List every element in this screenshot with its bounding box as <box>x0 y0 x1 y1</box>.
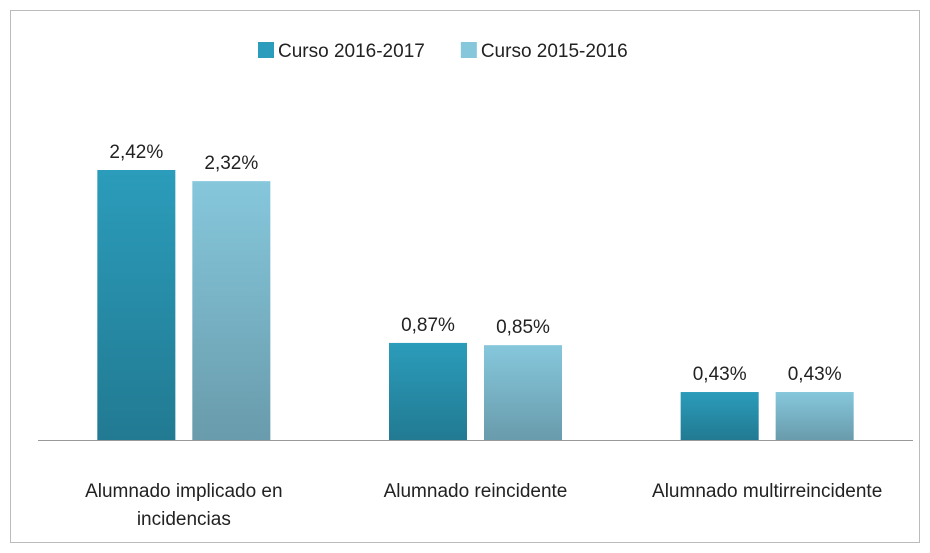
legend-label: Curso 2015-2016 <box>481 41 628 62</box>
bar-shade <box>389 342 467 440</box>
bar-shade <box>680 392 759 440</box>
value-label: 0,43% <box>693 364 747 385</box>
bar-shade <box>775 392 854 440</box>
x-tick-label: Alumnado implicado en incidencias <box>85 481 283 530</box>
value-label: 0,43% <box>788 364 842 385</box>
legend-swatch <box>258 42 274 58</box>
bar-shade <box>484 345 562 440</box>
legend-label: Curso 2016-2017 <box>278 41 425 62</box>
legend-swatch <box>460 42 477 58</box>
value-label: 2,32% <box>204 153 258 174</box>
bar-shade <box>192 181 271 440</box>
value-label: 0,87% <box>401 315 455 336</box>
bar-shade <box>97 170 176 440</box>
value-label: 0,85% <box>496 317 550 338</box>
x-tick-label: Alumnado reincidente <box>383 481 568 502</box>
value-label: 2,42% <box>109 142 163 163</box>
x-tick-label: Alumnado multirreincidente <box>652 481 883 502</box>
